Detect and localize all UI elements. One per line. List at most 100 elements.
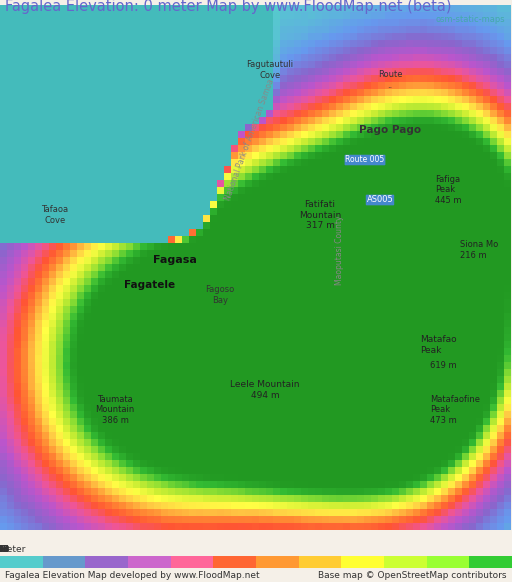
Bar [98,19,105,26]
Bar [14,292,21,299]
Bar [357,117,364,124]
Bar [98,180,105,187]
Bar [364,460,371,467]
Bar [84,61,91,68]
Bar [294,138,301,145]
Bar [455,334,462,341]
Bar [406,495,413,502]
Bar [126,404,133,411]
Bar [7,334,14,341]
Bar [322,502,329,509]
Bar [7,390,14,397]
Bar [210,26,217,33]
Bar [14,383,21,390]
Bar [392,334,399,341]
Bar [308,306,315,313]
Bar [203,47,210,54]
Bar [392,173,399,180]
Bar [231,47,238,54]
Bar [504,166,511,173]
Bar [91,124,98,131]
Bar [329,467,336,474]
Bar [133,208,140,215]
Bar [49,418,56,425]
Bar [434,502,441,509]
Bar [119,12,126,19]
Bar [217,348,224,355]
Bar [196,145,203,152]
Bar [259,460,266,467]
Bar [14,460,21,467]
Bar [392,411,399,418]
Bar [70,313,77,320]
Bar [308,117,315,124]
Bar [147,229,154,236]
Bar [357,166,364,173]
Bar [455,313,462,320]
Bar [315,173,322,180]
Bar [413,313,420,320]
Bar [217,299,224,306]
Bar [84,138,91,145]
Bar [168,166,175,173]
Bar [140,432,147,439]
Bar [427,138,434,145]
Bar [140,453,147,460]
Bar [126,523,133,530]
Bar [462,285,469,292]
Bar [490,173,497,180]
Bar [245,509,252,516]
Bar [399,138,406,145]
Bar [497,75,504,82]
Bar [490,397,497,404]
Bar [469,12,476,19]
Bar [49,173,56,180]
Bar [273,278,280,285]
Bar [385,397,392,404]
Bar [392,397,399,404]
Bar [448,481,455,488]
Bar [420,54,427,61]
Bar [217,47,224,54]
Bar [182,96,189,103]
Bar [322,208,329,215]
Bar [168,383,175,390]
Bar [35,411,42,418]
Bar [196,523,203,530]
Bar [483,75,490,82]
Bar [105,75,112,82]
Bar [420,383,427,390]
Bar [35,481,42,488]
Bar [259,47,266,54]
Bar [70,404,77,411]
Bar [329,292,336,299]
Bar [105,208,112,215]
Bar [406,523,413,530]
Bar [238,488,245,495]
Bar [329,306,336,313]
Bar [504,110,511,117]
Bar [441,26,448,33]
Bar [287,481,294,488]
Bar [238,432,245,439]
Bar [112,516,119,523]
Bar [371,348,378,355]
Bar [483,418,490,425]
Bar [483,61,490,68]
Bar [364,166,371,173]
Bar [420,467,427,474]
Bar [28,278,35,285]
Bar [49,82,56,89]
Bar [329,145,336,152]
Bar [154,264,161,271]
Bar [259,40,266,47]
Bar [399,390,406,397]
Bar [490,54,497,61]
Bar [119,131,126,138]
Bar [84,159,91,166]
Bar [210,222,217,229]
Bar [413,54,420,61]
Bar [350,215,357,222]
Bar [91,131,98,138]
Bar [476,222,483,229]
